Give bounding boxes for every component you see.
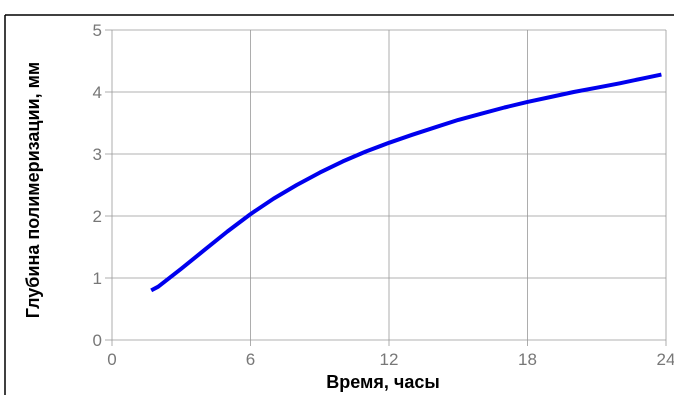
y-tick-label: 2 [93, 207, 102, 226]
y-tick-label: 4 [93, 83, 102, 102]
grid [112, 29, 667, 340]
axes [105, 29, 667, 346]
y-axis-title: Глубина полимеризации, мм [23, 62, 43, 318]
x-tick-label: 0 [107, 350, 116, 369]
y-tick-label: 0 [93, 331, 102, 350]
x-tick-label: 18 [518, 350, 537, 369]
series-layer [150, 72, 662, 293]
x-tick-label: 24 [657, 350, 674, 369]
y-tick-label: 3 [93, 145, 102, 164]
series-line-0 [150, 72, 662, 293]
y-tick-label: 1 [93, 269, 102, 288]
x-tick-label: 6 [246, 350, 255, 369]
y-tick-label: 5 [93, 21, 102, 40]
x-axis-title: Время, часы [326, 372, 439, 392]
x-tick-label: 12 [380, 350, 399, 369]
